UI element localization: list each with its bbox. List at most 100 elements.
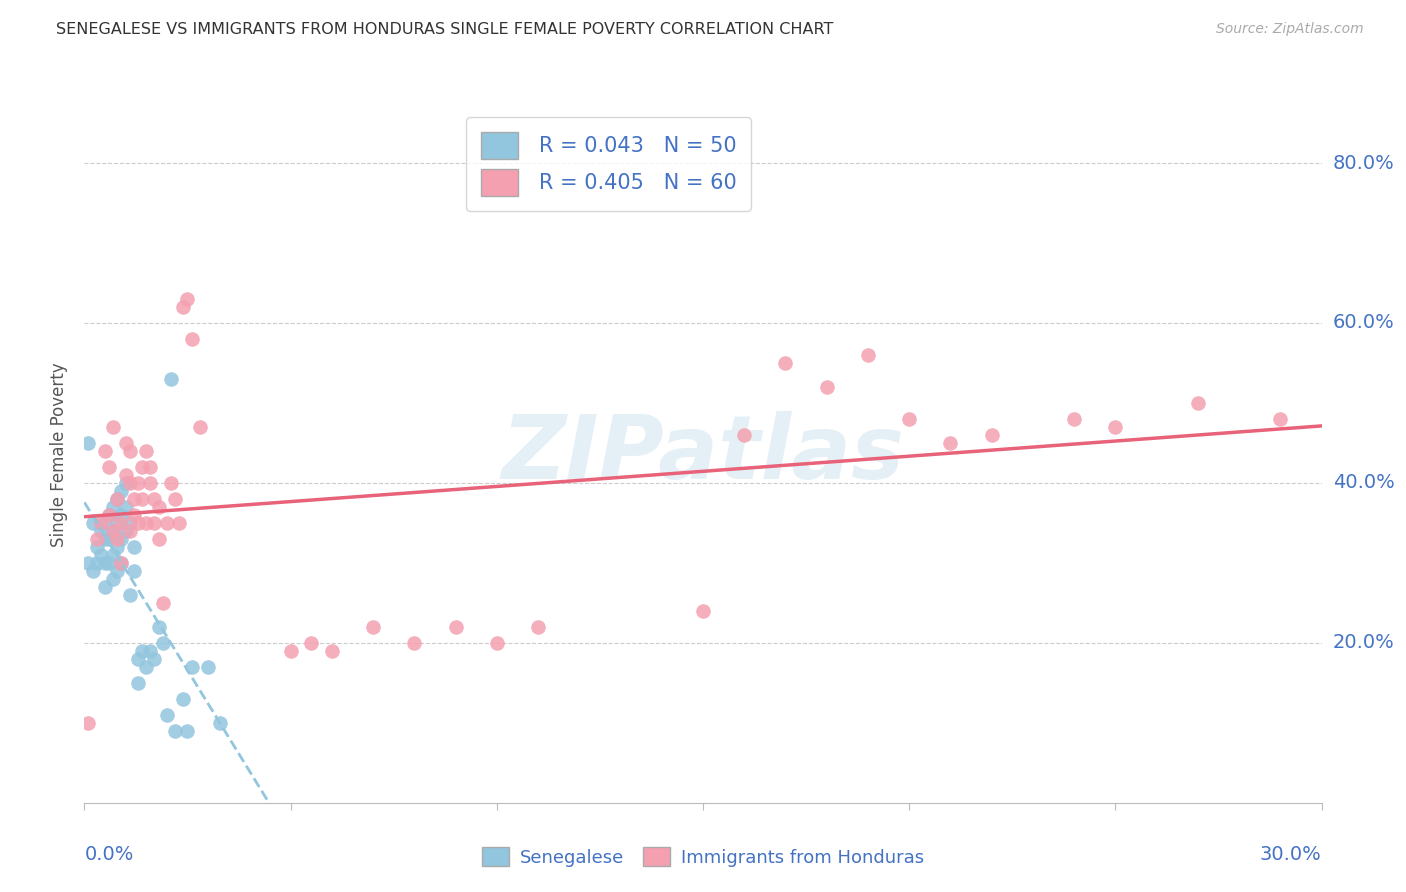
Point (321, 644, 343, 658)
Point (103, 524, 125, 538)
Point (98, 508, 121, 522)
Point (103, 524, 125, 538)
Point (127, 676, 149, 690)
Point (404, 636, 426, 650)
Point (131, 459, 153, 474)
Point (143, 516, 166, 530)
Point (148, 532, 170, 546)
Point (105, 540, 128, 554)
Text: 30.0%: 30.0% (1260, 845, 1322, 863)
Point (148, 620, 170, 634)
Point (90, 548, 112, 562)
Text: SENEGALESE VS IMMIGRANTS FROM HONDURAS SINGLE FEMALE POVERTY CORRELATION CHART: SENEGALESE VS IMMIGRANTS FROM HONDURAS S… (56, 22, 834, 37)
Text: 60.0%: 60.0% (1333, 313, 1395, 333)
Point (180, 332, 202, 346)
Point (77, 556, 100, 570)
Point (156, 516, 179, 530)
Point (131, 491, 153, 506)
Point (1187, 396, 1209, 410)
Point (90, 524, 112, 538)
Point (103, 548, 125, 562)
Point (188, 420, 211, 434)
Point (86, 532, 108, 546)
Point (135, 516, 157, 530)
Point (139, 475, 162, 490)
Point (1104, 420, 1126, 434)
Point (122, 508, 145, 522)
Point (94, 556, 117, 570)
Point (197, 660, 219, 674)
Point (135, 660, 157, 674)
Point (898, 412, 921, 426)
Point (94, 580, 117, 594)
Point (98, 532, 121, 546)
Point (94, 444, 117, 458)
Text: Source: ZipAtlas.com: Source: ZipAtlas.com (1216, 22, 1364, 37)
Point (167, 516, 190, 530)
Point (118, 588, 141, 602)
Point (118, 524, 141, 538)
Point (280, 644, 302, 658)
Point (148, 500, 170, 514)
Point (139, 644, 162, 658)
Point (172, 300, 194, 314)
Point (77, 436, 100, 450)
Legend: R = 0.043   N = 50, R = 0.405   N = 60: R = 0.043 N = 50, R = 0.405 N = 60 (465, 118, 751, 211)
Point (176, 292, 198, 306)
Point (94, 516, 117, 530)
Point (118, 475, 141, 490)
Text: 0.0%: 0.0% (84, 845, 134, 863)
Point (90, 516, 112, 530)
Point (135, 444, 157, 458)
Point (139, 459, 162, 474)
Point (815, 380, 838, 394)
Text: 40.0%: 40.0% (1333, 474, 1395, 492)
Y-axis label: Single Female Poverty: Single Female Poverty (51, 363, 69, 547)
Point (156, 707, 179, 722)
Point (114, 524, 136, 538)
Point (110, 556, 132, 570)
Point (733, 428, 755, 442)
Point (110, 556, 132, 570)
Legend: Senegalese, Immigrants from Honduras: Senegalese, Immigrants from Honduras (475, 840, 931, 874)
Point (110, 483, 132, 498)
Point (77, 715, 100, 730)
Point (160, 372, 183, 386)
Point (980, 428, 1002, 442)
Point (299, 636, 322, 650)
Point (444, 620, 467, 634)
Point (103, 420, 125, 434)
Text: ZIPatlas: ZIPatlas (502, 411, 904, 499)
Point (122, 491, 145, 506)
Text: 20.0%: 20.0% (1333, 633, 1395, 652)
Point (98, 556, 121, 570)
Point (103, 572, 125, 586)
Point (110, 532, 132, 546)
Point (172, 691, 194, 706)
Point (692, 604, 714, 618)
Point (165, 491, 187, 506)
Point (86, 540, 108, 554)
Point (94, 532, 117, 546)
Point (127, 516, 149, 530)
Point (527, 620, 550, 634)
Point (110, 508, 132, 522)
Point (1270, 412, 1292, 426)
Point (98, 508, 121, 522)
Point (127, 652, 149, 666)
Point (939, 436, 962, 450)
Point (485, 636, 508, 650)
Point (114, 500, 136, 514)
Point (176, 723, 198, 738)
Point (86, 556, 108, 570)
Point (143, 652, 166, 666)
Point (122, 540, 145, 554)
Point (152, 596, 174, 610)
Point (105, 516, 128, 530)
Point (118, 516, 141, 530)
Point (105, 491, 128, 506)
Point (82, 564, 104, 578)
Point (180, 660, 202, 674)
Point (160, 475, 183, 490)
Point (103, 500, 125, 514)
